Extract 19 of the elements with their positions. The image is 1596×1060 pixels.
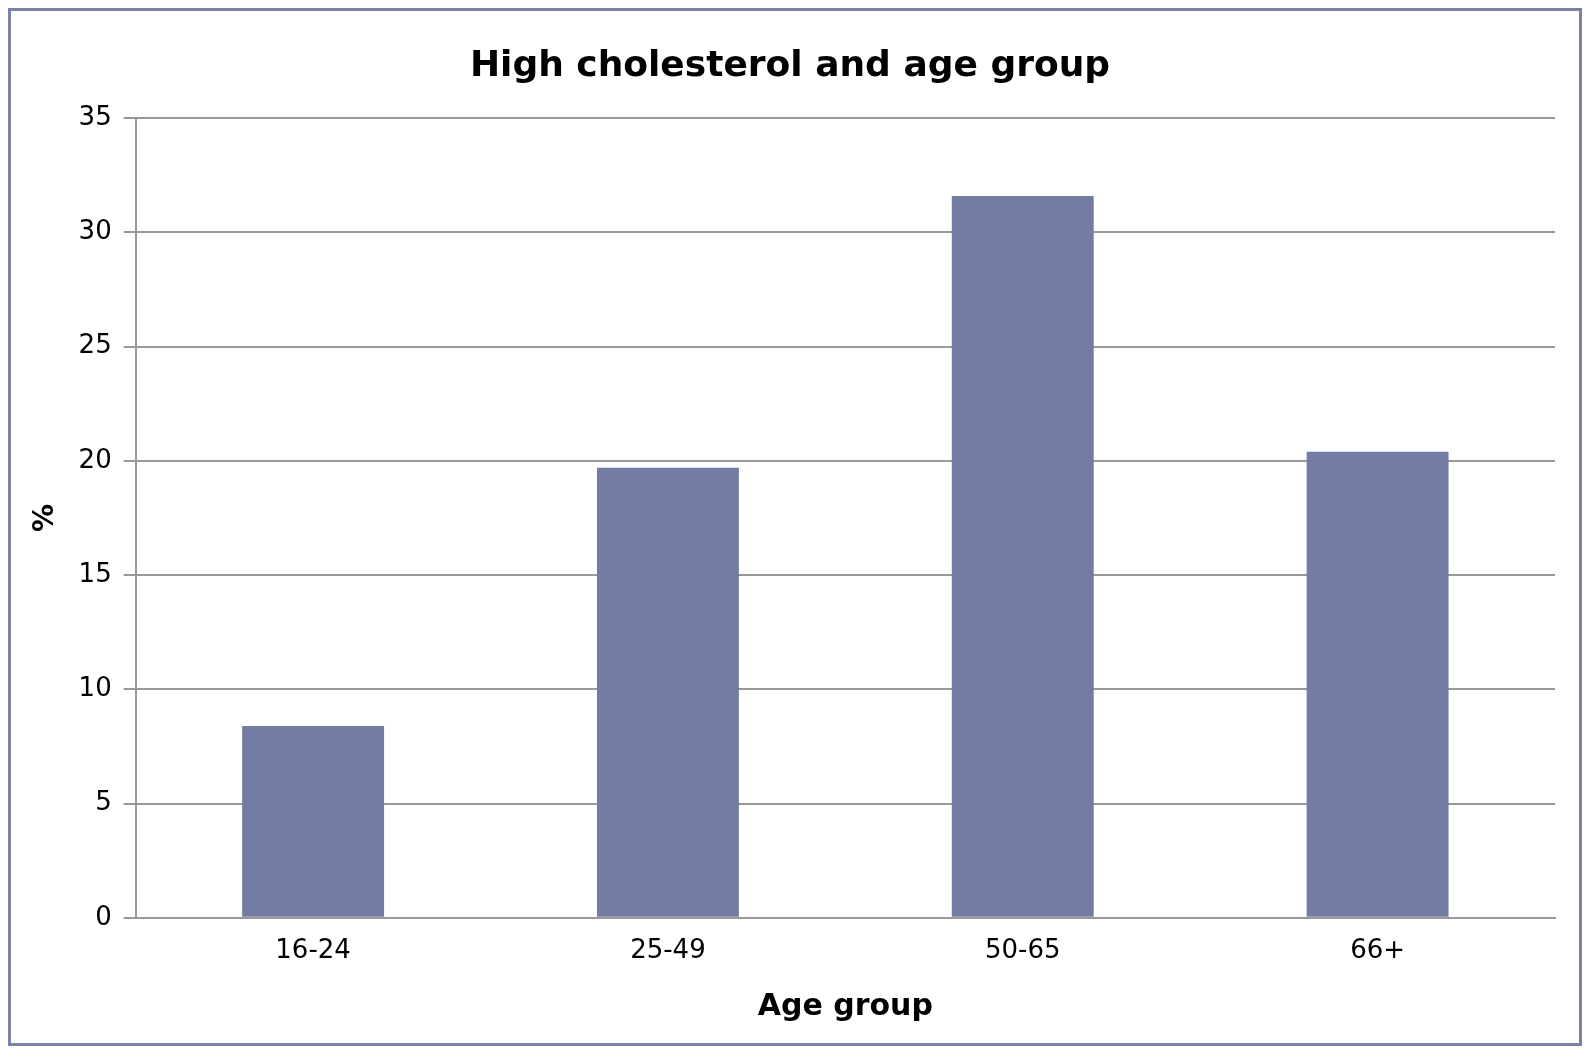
y-tick-label: 10 (78, 672, 112, 703)
x-tick-label: 66+ (1350, 934, 1406, 965)
bar (596, 467, 739, 917)
bar (951, 195, 1094, 917)
x-axis-title: Age group (757, 986, 933, 1022)
y-tick-label: 25 (78, 329, 112, 360)
y-tick-label: 30 (78, 215, 112, 246)
bar (242, 725, 385, 917)
bar (1306, 451, 1449, 917)
x-tick-label: 16-24 (275, 934, 351, 965)
x-tick-label: 50-65 (984, 934, 1061, 965)
y-tick-label: 5 (95, 786, 112, 817)
chart-title: High cholesterol and age group (469, 42, 1111, 84)
y-tick-label: 20 (78, 443, 112, 474)
y-tick-label: 35 (78, 100, 112, 131)
x-tick-label: 25-49 (630, 934, 706, 965)
y-tick-label: 0 (95, 900, 112, 931)
y-tick-label: 15 (78, 557, 112, 588)
y-axis-title: % (27, 503, 61, 533)
